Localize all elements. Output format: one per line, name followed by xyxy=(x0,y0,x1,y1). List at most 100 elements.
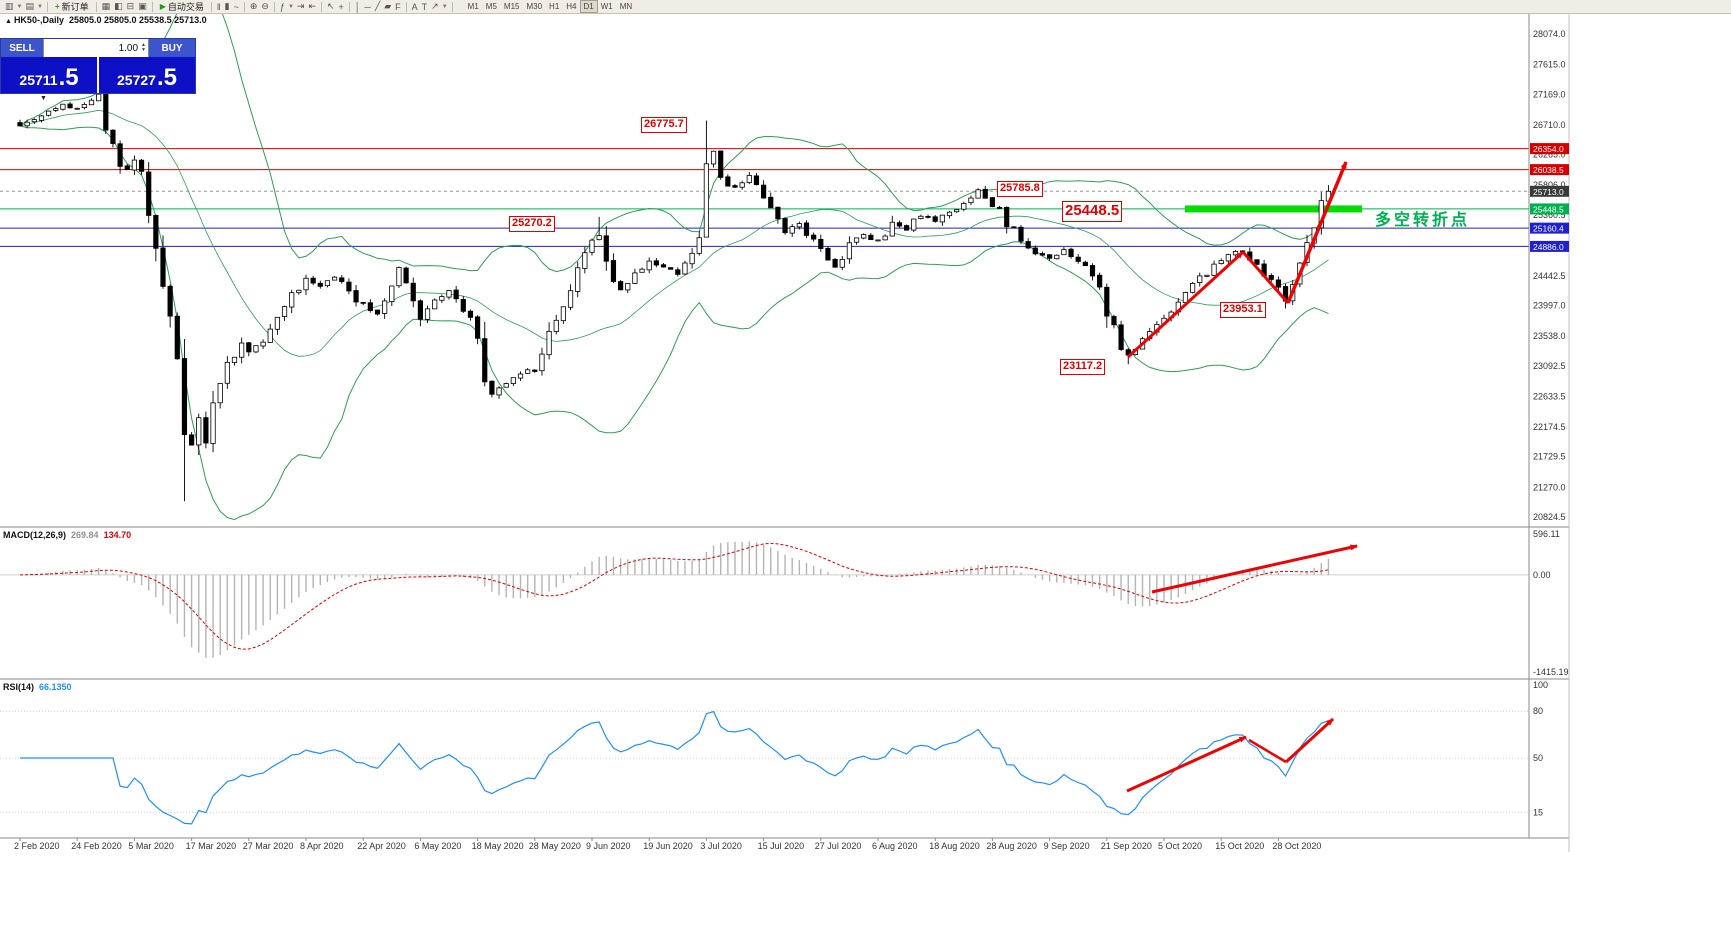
auto-trading-button[interactable]: ▶ 自动交易 xyxy=(156,1,208,13)
svg-text:596.11: 596.11 xyxy=(1533,529,1560,539)
svg-text:26038.5: 26038.5 xyxy=(1533,165,1564,175)
timeframe-m15-button[interactable]: M15 xyxy=(503,2,520,11)
timeframe-w1-button[interactable]: W1 xyxy=(600,2,613,11)
svg-text:23538.0: 23538.0 xyxy=(1533,331,1566,341)
svg-text:15 Oct 2020: 15 Oct 2020 xyxy=(1215,841,1264,851)
profiles-dropdown[interactable]: ▼ xyxy=(36,3,43,10)
line-chart-icon[interactable]: ~ xyxy=(233,1,239,12)
chart-shift-icon[interactable]: ⇤ xyxy=(308,1,316,11)
volume-down-icon[interactable]: ▼ xyxy=(141,47,146,53)
svg-text:19 Jun 2020: 19 Jun 2020 xyxy=(643,841,693,851)
rsi-value: 66.1350 xyxy=(39,682,72,692)
sell-price-display[interactable]: 25711.5 xyxy=(1,57,97,93)
svg-text:26354.0: 26354.0 xyxy=(1533,144,1564,154)
svg-text:50: 50 xyxy=(1533,753,1543,763)
svg-text:27169.0: 27169.0 xyxy=(1533,89,1566,99)
svg-text:26710.0: 26710.0 xyxy=(1533,120,1566,130)
volume-value: 1.00 xyxy=(118,42,139,54)
volume-spinner[interactable]: ▲ ▼ xyxy=(141,43,146,53)
candles xyxy=(17,80,1332,502)
terminal-icon[interactable]: ▣ xyxy=(138,1,147,11)
panel-separators xyxy=(0,14,1570,852)
vertical-line-icon[interactable]: │ xyxy=(354,1,361,12)
toolbar-separator xyxy=(348,1,350,12)
svg-text:9 Sep 2020: 9 Sep 2020 xyxy=(1044,841,1090,851)
timeframe-m30-button[interactable]: M30 xyxy=(526,2,543,11)
timeframe-h1-button[interactable]: H1 xyxy=(549,2,560,11)
fibonacci-icon[interactable]: F xyxy=(395,1,401,12)
text-label-icon[interactable]: T xyxy=(421,1,428,12)
navigator-icon[interactable]: ⊟ xyxy=(126,1,135,11)
macd-indicator-header: MACD(12,26,9) 269.84 134.70 xyxy=(3,530,131,540)
timeframe-m5-button[interactable]: M5 xyxy=(485,2,497,11)
volume-input[interactable]: 1.00 ▲ ▼ xyxy=(43,39,149,57)
toolbar-separator xyxy=(320,1,322,12)
auto-scroll-icon[interactable]: ⇥ xyxy=(296,1,305,11)
auto-trading-icon: ▶ xyxy=(159,2,166,11)
new-order-button-label: 新订单 xyxy=(61,2,89,12)
chart-symbol-marker-icon: ▲ xyxy=(5,18,12,25)
timeframe-d1-button[interactable]: D1 xyxy=(579,0,598,13)
svg-text:21729.5: 21729.5 xyxy=(1533,452,1566,462)
profiles-icon[interactable]: ▤ xyxy=(25,1,34,11)
bollinger-middle-band xyxy=(19,109,1329,357)
arrows-dropdown[interactable]: ▼ xyxy=(441,3,448,10)
indicators-icon[interactable]: ƒ xyxy=(279,1,285,12)
svg-text:27 Jul 2020: 27 Jul 2020 xyxy=(815,841,862,851)
cursor-icon[interactable]: ↖ xyxy=(326,1,335,11)
svg-text:25448.5: 25448.5 xyxy=(1533,204,1564,214)
svg-text:5 Oct 2020: 5 Oct 2020 xyxy=(1158,841,1202,851)
timeframe-h4-button[interactable]: H4 xyxy=(566,2,577,11)
toolbar-separator xyxy=(243,1,245,12)
main-price-panel xyxy=(0,0,1529,521)
svg-text:6 Aug 2020: 6 Aug 2020 xyxy=(872,841,918,851)
buy-button[interactable]: BUY xyxy=(149,39,195,57)
indicators-dropdown[interactable]: ▼ xyxy=(287,3,294,10)
trendline-icon[interactable]: ╱ xyxy=(374,1,381,11)
svg-text:18 May 2020: 18 May 2020 xyxy=(472,841,524,851)
svg-text:25713.0: 25713.0 xyxy=(1533,187,1564,197)
buy-price-display[interactable]: 25727.5 xyxy=(99,57,195,93)
buy-price-fraction: .5 xyxy=(156,64,177,91)
market-watch-icon[interactable]: ▦ xyxy=(101,1,111,11)
svg-text:22633.5: 22633.5 xyxy=(1533,391,1566,401)
buy-price-main: 25727 xyxy=(117,72,156,88)
svg-text:28 May 2020: 28 May 2020 xyxy=(529,841,581,851)
rsi-label: RSI(14) xyxy=(3,682,35,692)
macd-signal-value: 134.70 xyxy=(103,530,132,540)
arrows-tool-icon[interactable]: ↗ xyxy=(431,1,439,11)
svg-text:20824.5: 20824.5 xyxy=(1533,512,1566,522)
new-chart-dropdown[interactable]: ▼ xyxy=(16,3,23,10)
sell-price-main: 25711 xyxy=(19,72,58,88)
toolbar-separator xyxy=(451,1,453,12)
bar-chart-icon[interactable]: ‖ xyxy=(216,1,221,12)
text-icon[interactable]: A xyxy=(411,1,418,12)
new-order-button[interactable]: + 新订单 xyxy=(51,1,93,13)
zoom-out-icon[interactable]: ⊖ xyxy=(261,1,269,11)
new-chart-icon[interactable]: ▥ xyxy=(5,1,14,11)
toolbar-separator xyxy=(210,1,212,12)
price-scale: 28074.0 27615.0 27169.0 26710.0 26265.0 25806… xyxy=(1530,29,1569,818)
one-click-collapse-arrow-icon[interactable]: ▼ xyxy=(40,95,47,102)
sell-button[interactable]: SELL xyxy=(1,39,43,57)
chart-symbol-period: HK50-,Daily xyxy=(13,15,64,25)
toolbar-separator xyxy=(95,1,97,12)
toolbar-separator xyxy=(405,1,407,12)
crosshair-icon[interactable]: + xyxy=(338,1,344,12)
data-window-icon[interactable]: ◧ xyxy=(114,1,123,11)
svg-text:28 Aug 2020: 28 Aug 2020 xyxy=(986,841,1037,851)
svg-text:25360.5: 25360.5 xyxy=(1533,210,1566,220)
volume-up-icon[interactable]: ▲ xyxy=(141,42,146,48)
timeframe-m1-button[interactable]: M1 xyxy=(467,2,479,11)
svg-text:17 Mar 2020: 17 Mar 2020 xyxy=(186,841,237,851)
svg-text:22 Apr 2020: 22 Apr 2020 xyxy=(357,841,406,851)
svg-text:3 Jul 2020: 3 Jul 2020 xyxy=(700,841,742,851)
timeframe-mn-button[interactable]: MN xyxy=(619,2,633,11)
horizontal-line-icon[interactable]: ─ xyxy=(364,1,371,12)
zoom-in-icon[interactable]: ⊕ xyxy=(249,1,258,11)
candlestick-chart-icon[interactable]: ▮ xyxy=(224,1,230,11)
svg-text:28 Oct 2020: 28 Oct 2020 xyxy=(1272,841,1321,851)
svg-text:24 Feb 2020: 24 Feb 2020 xyxy=(71,841,122,851)
channel-icon[interactable]: ▰ xyxy=(384,1,392,11)
